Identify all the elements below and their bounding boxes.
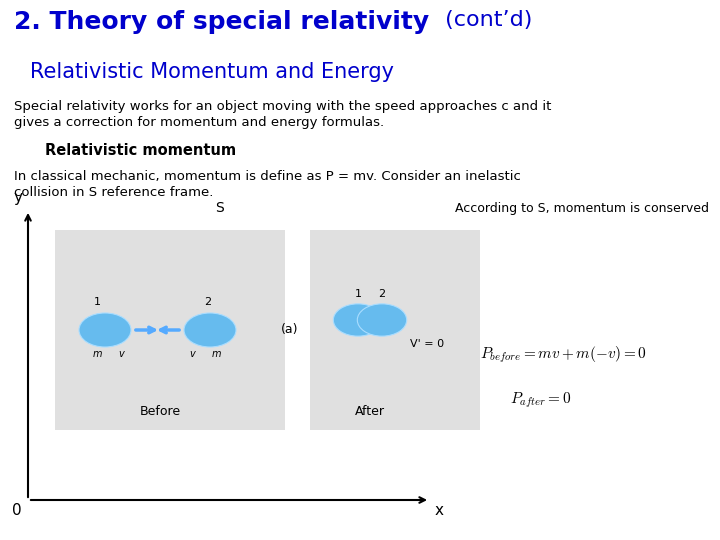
Text: $P_{before} = mv + m(-v) = 0$: $P_{before} = mv + m(-v) = 0$ (480, 345, 647, 365)
Text: m: m (211, 349, 221, 359)
Text: 1: 1 (354, 289, 361, 299)
Text: After: After (355, 405, 385, 418)
Text: According to S, momentum is conserved: According to S, momentum is conserved (455, 202, 709, 215)
Text: 1: 1 (94, 297, 101, 307)
Text: v: v (189, 349, 195, 359)
Ellipse shape (79, 313, 131, 347)
Bar (55, 230, 285, 430)
Text: (a): (a) (282, 323, 299, 336)
Ellipse shape (184, 313, 236, 347)
Ellipse shape (357, 304, 407, 336)
Text: 0: 0 (12, 503, 22, 518)
Text: V' = 0: V' = 0 (410, 339, 444, 349)
Text: Special relativity works for an object moving with the speed approaches c and it: Special relativity works for an object m… (14, 100, 552, 113)
Text: collision in S reference frame.: collision in S reference frame. (14, 186, 213, 199)
Text: (cont’d): (cont’d) (438, 10, 532, 30)
Text: 2. Theory of special relativity: 2. Theory of special relativity (14, 10, 429, 34)
Text: In classical mechanic, momentum is define as P = mv. Consider an inelastic: In classical mechanic, momentum is defin… (14, 170, 521, 183)
Text: m: m (92, 349, 102, 359)
Text: y: y (13, 190, 22, 205)
Text: S: S (215, 201, 225, 215)
Text: x: x (435, 503, 444, 518)
Text: 2: 2 (379, 289, 386, 299)
Text: 2: 2 (204, 297, 212, 307)
Text: Relativistic Momentum and Energy: Relativistic Momentum and Energy (30, 62, 394, 82)
Text: v: v (118, 349, 124, 359)
Text: Relativistic momentum: Relativistic momentum (45, 143, 236, 158)
Text: $P_{after} = 0$: $P_{after} = 0$ (510, 390, 572, 410)
Text: Before: Before (140, 405, 181, 418)
Text: gives a correction for momentum and energy formulas.: gives a correction for momentum and ener… (14, 116, 384, 129)
Ellipse shape (333, 304, 383, 336)
Bar (310, 230, 480, 430)
